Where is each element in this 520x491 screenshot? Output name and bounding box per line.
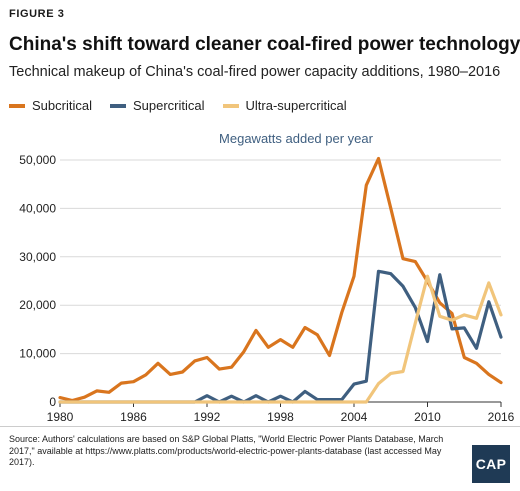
legend-label-supercritical: Supercritical xyxy=(132,98,205,113)
y-tick-label: 50,000 xyxy=(19,153,56,167)
y-tick-label: 20,000 xyxy=(19,298,56,312)
y-tick-label: 0 xyxy=(49,395,56,409)
legend-swatch-subcritical xyxy=(9,103,25,108)
gridlines xyxy=(60,159,501,355)
x-tick-label: 2016 xyxy=(488,410,515,424)
series-line-subcritical xyxy=(58,156,503,403)
cap-logo: CAP xyxy=(472,445,510,483)
y-tick-label: 10,000 xyxy=(19,347,56,361)
figure-label: FIGURE 3 xyxy=(9,8,65,20)
x-tick-label: 1998 xyxy=(267,410,294,424)
x-tick-label: 1986 xyxy=(120,410,147,424)
y-tick-label: 30,000 xyxy=(19,250,56,264)
legend-item-ultra-supercritical: Ultra-supercritical xyxy=(222,98,347,113)
series-line-ultra-supercritical xyxy=(58,274,503,404)
chart-title: China's shift toward cleaner coal-fired … xyxy=(9,34,520,55)
chart-subtitle: Technical makeup of China's coal-fired p… xyxy=(9,64,501,80)
x-tick-label: 1980 xyxy=(47,410,74,424)
legend-label-ultra-supercritical: Ultra-supercritical xyxy=(245,98,347,113)
legend: Subcritical Supercritical Ultra-supercri… xyxy=(9,98,365,113)
line-chart: Megawatts added per year 0 10,000 20,000 30… xyxy=(19,131,514,424)
x-tick-label: 2004 xyxy=(341,410,368,424)
legend-swatch-supercritical xyxy=(109,103,126,108)
y-tick-label: 40,000 xyxy=(19,201,56,215)
legend-item-subcritical: Subcritical xyxy=(9,98,92,113)
x-tick-label: 2010 xyxy=(414,410,441,424)
x-tick-label: 1992 xyxy=(194,410,221,424)
series-lines xyxy=(58,156,503,404)
legend-swatch-ultra-supercritical xyxy=(222,103,239,108)
source-note: Source: Authors' calculations are based … xyxy=(9,434,444,467)
axes: 0 10,000 20,000 30,000 40,000 50,000 1980 1986 1… xyxy=(19,153,514,424)
legend-label-subcritical: Subcritical xyxy=(32,98,92,113)
chart-inner-title: Megawatts added per year xyxy=(219,131,374,146)
legend-item-supercritical: Supercritical xyxy=(109,98,205,113)
divider xyxy=(0,426,520,427)
